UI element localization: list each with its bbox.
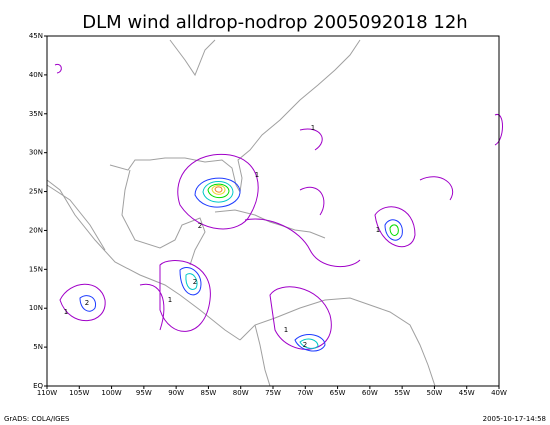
contour-label: 2 bbox=[85, 299, 89, 307]
plot-frame bbox=[46, 35, 500, 387]
contour-label: 1 bbox=[64, 308, 68, 316]
lon-label: 45W bbox=[459, 389, 475, 397]
lon-label: 80W bbox=[233, 389, 249, 397]
lon-label: 85W bbox=[201, 389, 217, 397]
lat-label: EQ bbox=[33, 382, 43, 390]
lon-label: 50W bbox=[427, 389, 443, 397]
lon-label: 110W bbox=[37, 389, 57, 397]
footer-left: GrADS: COLA/IGES bbox=[4, 415, 70, 423]
lon-label: 60W bbox=[362, 389, 378, 397]
lon-label: 40W bbox=[491, 389, 507, 397]
contour-label: 1 bbox=[168, 296, 172, 304]
contour-labels: 1 1 2 2 1 2 1 1 2 1 bbox=[64, 124, 380, 349]
lat-label: 10N bbox=[29, 304, 43, 312]
lat-label: 40N bbox=[29, 71, 43, 79]
lon-label: 55W bbox=[394, 389, 410, 397]
lon-label: 90W bbox=[168, 389, 184, 397]
contour-label: 2 bbox=[303, 341, 307, 349]
lon-label: 105W bbox=[69, 389, 89, 397]
contour-label: 1 bbox=[376, 226, 380, 234]
lat-label: 5N bbox=[33, 343, 43, 351]
title: DLM wind alldrop-nodrop 2005092018 12h bbox=[82, 12, 467, 33]
contour-label: 2 bbox=[198, 222, 202, 230]
contour-label: 1 bbox=[255, 171, 259, 179]
lat-label: 15N bbox=[29, 265, 43, 273]
contours bbox=[54, 63, 503, 352]
contour-label: 1 bbox=[311, 124, 315, 132]
lon-label: 95W bbox=[136, 389, 152, 397]
lat-label: 30N bbox=[29, 149, 43, 157]
lat-label: 20N bbox=[29, 226, 43, 234]
footer-right: 2005-10-17-14:58 bbox=[483, 415, 546, 423]
lon-label: 100W bbox=[101, 389, 121, 397]
lon-label: 65W bbox=[330, 389, 346, 397]
contour-label: 1 bbox=[284, 326, 288, 334]
lon-label: 75W bbox=[265, 389, 281, 397]
lat-label: 25N bbox=[29, 188, 43, 196]
lat-label: 45N bbox=[29, 32, 43, 40]
lat-label: 35N bbox=[29, 110, 43, 118]
lon-label: 70W bbox=[297, 389, 313, 397]
contour-label: 2 bbox=[193, 278, 197, 286]
